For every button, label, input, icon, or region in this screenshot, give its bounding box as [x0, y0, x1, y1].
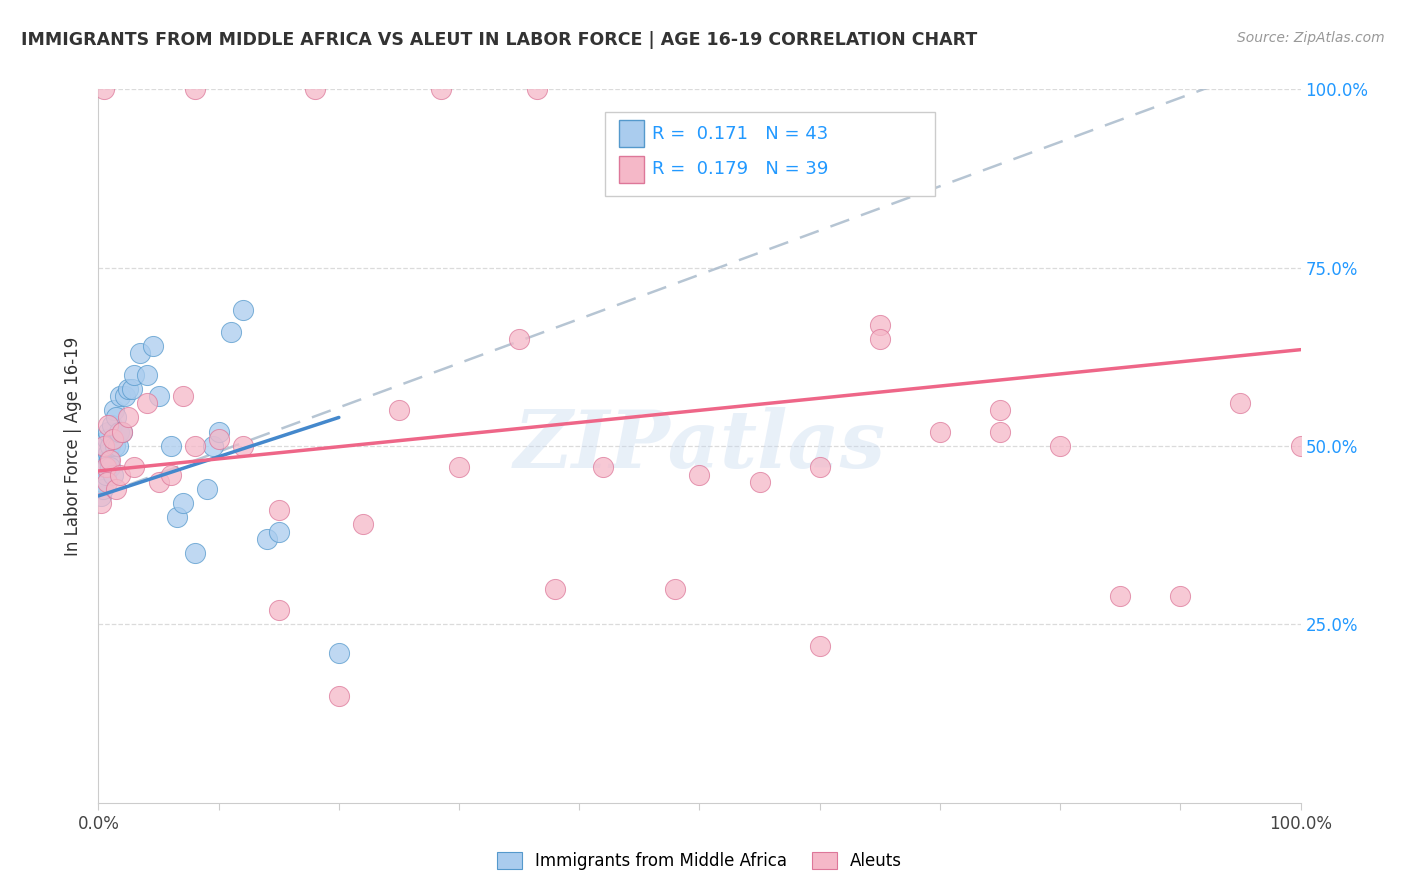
Point: [90, 489, 112, 503]
Text: IMMIGRANTS FROM MIDDLE AFRICA VS ALEUT IN LABOR FORCE | AGE 16-19 CORRELATION CH: IMMIGRANTS FROM MIDDLE AFRICA VS ALEUT I…: [21, 31, 977, 49]
Point: [148, 475, 170, 489]
Point: [219, 325, 242, 339]
Point: [91, 475, 114, 489]
Point: [1049, 439, 1071, 453]
Point: [928, 425, 950, 439]
Point: [328, 689, 350, 703]
Point: [117, 410, 139, 425]
Point: [988, 425, 1011, 439]
Point: [304, 82, 326, 96]
Point: [208, 425, 231, 439]
Point: [107, 439, 129, 453]
Point: [256, 532, 278, 546]
Point: [267, 503, 290, 517]
Point: [124, 368, 146, 382]
Point: [526, 82, 548, 96]
Point: [111, 425, 134, 439]
Point: [447, 460, 470, 475]
Point: [93, 439, 115, 453]
Point: [328, 646, 350, 660]
Point: [148, 389, 170, 403]
Point: [93, 460, 115, 475]
Point: [94, 453, 117, 467]
Point: [135, 368, 157, 382]
Point: [352, 517, 374, 532]
Point: [183, 439, 205, 453]
Point: [96, 460, 118, 475]
Point: [121, 382, 143, 396]
Point: [97, 446, 120, 460]
Point: [97, 425, 120, 439]
Text: ZIPatlas: ZIPatlas: [513, 408, 886, 484]
Point: [592, 460, 614, 475]
Point: [1109, 589, 1132, 603]
Point: [141, 339, 163, 353]
Point: [808, 460, 831, 475]
Point: [232, 439, 254, 453]
Point: [98, 453, 121, 467]
Point: [96, 475, 118, 489]
Point: [93, 82, 115, 96]
Point: [267, 603, 290, 617]
Point: [101, 467, 124, 482]
Point: [117, 382, 139, 396]
Point: [869, 318, 891, 332]
Point: [94, 460, 117, 475]
Point: [664, 582, 686, 596]
Point: [544, 582, 567, 596]
Point: [129, 346, 152, 360]
Point: [808, 639, 831, 653]
Point: [100, 460, 122, 475]
Point: [159, 467, 181, 482]
Text: R =  0.171   N = 43: R = 0.171 N = 43: [652, 125, 828, 143]
Point: [124, 460, 146, 475]
Point: [232, 303, 254, 318]
Point: [183, 82, 205, 96]
Point: [100, 417, 122, 432]
Point: [267, 524, 290, 539]
Point: [388, 403, 411, 417]
Point: [100, 439, 122, 453]
Point: [689, 467, 711, 482]
Point: [105, 410, 128, 425]
Y-axis label: In Labor Force | Age 16-19: In Labor Force | Age 16-19: [65, 336, 83, 556]
Point: [114, 389, 136, 403]
Point: [111, 425, 134, 439]
Point: [1229, 396, 1251, 410]
Point: [172, 496, 194, 510]
Point: [90, 496, 112, 510]
Point: [100, 453, 122, 467]
Point: [201, 439, 224, 453]
Point: [166, 510, 188, 524]
Point: [508, 332, 530, 346]
Point: [195, 482, 218, 496]
Point: [93, 439, 115, 453]
Point: [1289, 439, 1312, 453]
Point: [988, 403, 1011, 417]
Point: [97, 417, 120, 432]
Point: [430, 82, 453, 96]
Text: R =  0.179   N = 39: R = 0.179 N = 39: [652, 161, 828, 178]
Point: [105, 482, 128, 496]
Point: [108, 425, 131, 439]
Point: [208, 432, 231, 446]
Text: Source: ZipAtlas.com: Source: ZipAtlas.com: [1237, 31, 1385, 45]
Point: [104, 439, 127, 453]
Point: [869, 332, 891, 346]
Point: [748, 475, 770, 489]
Point: [1170, 589, 1192, 603]
Point: [159, 439, 181, 453]
Point: [108, 389, 131, 403]
Point: [108, 467, 131, 482]
Point: [94, 467, 117, 482]
Point: [103, 403, 125, 417]
Point: [135, 396, 157, 410]
Point: [183, 546, 205, 560]
Point: [96, 432, 118, 446]
Point: [91, 482, 114, 496]
Point: [101, 432, 124, 446]
Legend: Immigrants from Middle Africa, Aleuts: Immigrants from Middle Africa, Aleuts: [489, 845, 910, 877]
Point: [172, 389, 194, 403]
